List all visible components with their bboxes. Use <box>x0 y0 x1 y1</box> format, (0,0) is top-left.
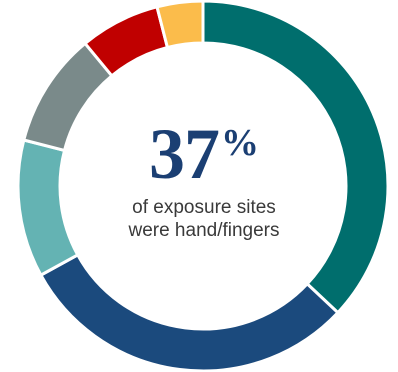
headline-number: 37 <box>149 114 220 194</box>
headline-stat: 37 % <box>149 118 259 190</box>
caption-line-2: were hand/fingers <box>128 220 280 241</box>
donut-slice-3 <box>16 138 80 278</box>
donut-slice-2 <box>38 252 340 372</box>
headline-caption: of exposure sites were hand/fingers <box>104 196 304 242</box>
donut-slice-6 <box>155 0 205 50</box>
headline-unit: % <box>221 122 259 164</box>
caption-line-1: of exposure sites <box>132 197 276 218</box>
center-label: 37 % of exposure sites were hand/fingers <box>104 118 304 242</box>
